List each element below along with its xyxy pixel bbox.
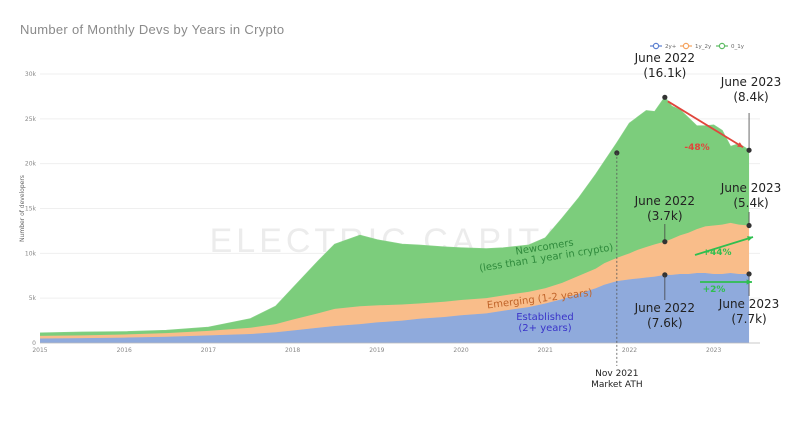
legend-marker-0-1y [718, 42, 726, 50]
arrow-change-total [667, 100, 744, 148]
y-axis-label: Number of developers [19, 175, 26, 242]
x-tick-label: 2020 [453, 347, 468, 354]
change-label-established: +2% [703, 285, 726, 295]
arrow-change-total-head [737, 142, 744, 148]
arrow-change-established-head [746, 279, 752, 285]
annotation-june2023-emerging: June 2023 (5.4k) [720, 181, 782, 210]
change-label-total: -48% [684, 143, 709, 153]
arrow-change-emerging-head [747, 236, 753, 242]
y-tick-label: 20k [25, 161, 37, 168]
marker-june2022-total [662, 94, 668, 100]
marker-june2023-total [746, 147, 752, 153]
change-label-emerging: +44% [702, 248, 731, 258]
area-edge-0-1y [39, 96, 750, 334]
annotation-june2023-total: June 2023 (8.4k) [720, 75, 782, 104]
area-0-1y [40, 97, 750, 336]
y-tick-label: 25k [25, 116, 37, 123]
y-tick-label: 15k [25, 206, 37, 213]
x-tick-label: 2019 [369, 347, 384, 354]
legend-label-1y-2y: 1y_2y [695, 44, 712, 50]
legend-marker-2y+ [652, 42, 660, 50]
marker-nov2021 [614, 150, 620, 156]
x-tick-label: 2022 [622, 347, 637, 354]
y-tick-label: 30k [25, 71, 37, 78]
y-tick-label: 0 [32, 340, 36, 347]
y-tick-label: 10k [25, 250, 37, 257]
x-tick-label: 2015 [32, 347, 47, 354]
area-1y-2y [40, 222, 750, 339]
x-tick-label: 2016 [117, 347, 132, 354]
series-label-established: Established (2+ years) [516, 312, 574, 334]
x-tick-label: 2017 [201, 347, 216, 354]
y-tick-label: 5k [29, 295, 37, 302]
x-tick-label: 2021 [538, 347, 553, 354]
annotation-june2022-total: June 2022 (16.1k) [634, 51, 696, 80]
area-2y+ [40, 273, 750, 343]
annotation-june2022-established: June 2022 (7.6k) [634, 301, 696, 330]
marker-june2022-emerging [662, 239, 668, 245]
annotation-june2022-emerging: June 2022 (3.7k) [634, 194, 696, 223]
arrow-change-emerging [694, 236, 754, 256]
legend-label-2y+: 2y+ [665, 44, 677, 50]
annotation-june2023-established: June 2023 (7.7k) [718, 297, 780, 326]
legend-label-0-1y: 0_1y [731, 44, 745, 50]
x-tick-label: 2023 [706, 347, 721, 354]
marker-june2023-emerging [746, 222, 752, 229]
annotation-nov2021: Nov 2021 Market ATH [591, 369, 643, 390]
chart-title: Number of Monthly Devs by Years in Crypt… [20, 22, 284, 37]
legend-marker-1y-2y [682, 42, 690, 50]
x-tick-label: 2018 [285, 347, 300, 354]
